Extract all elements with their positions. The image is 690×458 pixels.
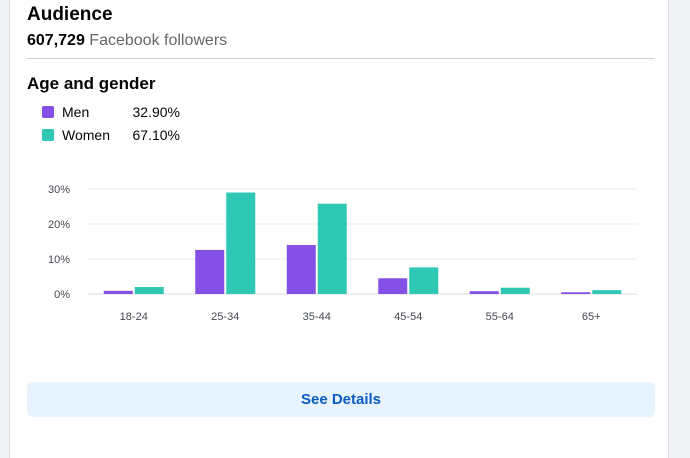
bar-women-65+ [592,290,622,294]
chart-legend: Men 32.90% Women 67.10% [42,100,180,146]
legend-swatch-men [42,105,54,118]
x-tick-label: 25-34 [211,311,239,323]
see-details-button[interactable]: See Details [27,382,655,417]
x-tick-label: 35-44 [303,311,331,323]
bar-men-35-44 [286,245,316,294]
bar-men-55-64 [469,291,499,294]
follower-summary: 607,729 Facebook followers [27,32,227,50]
legend-value-women: 67.10% [132,126,180,143]
bar-men-65+ [561,292,591,294]
y-tick-label: 10% [48,254,70,266]
y-tick-label: 30% [48,184,70,196]
y-tick-label: 20% [48,219,70,231]
legend-value-men: 32.90% [132,103,180,120]
bar-men-25-34 [195,249,225,294]
section-title: Age and gender [27,74,156,93]
follower-count: 607,729 [27,32,85,49]
bar-women-35-44 [317,203,347,294]
x-tick-label: 45-54 [394,311,422,323]
divider [27,58,655,59]
card-title: Audience [27,4,113,25]
x-tick-label: 65+ [582,311,601,323]
legend-label-women: Women [62,126,110,143]
y-tick-label: 0% [54,289,70,301]
legend-item-women: Women 67.10% [42,123,180,146]
legend-swatch-women [42,128,54,141]
legend-label-men: Men [62,103,90,120]
x-tick-label: 55-64 [486,311,514,323]
bar-men-18-24 [103,290,133,294]
legend-item-men: Men 32.90% [42,100,180,123]
follower-label: Facebook followers [89,32,228,49]
audience-card: Audience 607,729 Facebook followers Age … [9,0,669,458]
x-tick-label: 18-24 [120,311,148,323]
bar-women-45-54 [409,267,439,294]
bar-men-45-54 [378,278,408,294]
bar-women-18-24 [134,287,164,294]
age-gender-bar-chart: 30% 20% 10% 0% 18-24 25-34 35-44 45-54 55-64 65+ [48,184,637,323]
bar-women-55-64 [500,287,530,294]
bar-women-25-34 [226,192,256,294]
